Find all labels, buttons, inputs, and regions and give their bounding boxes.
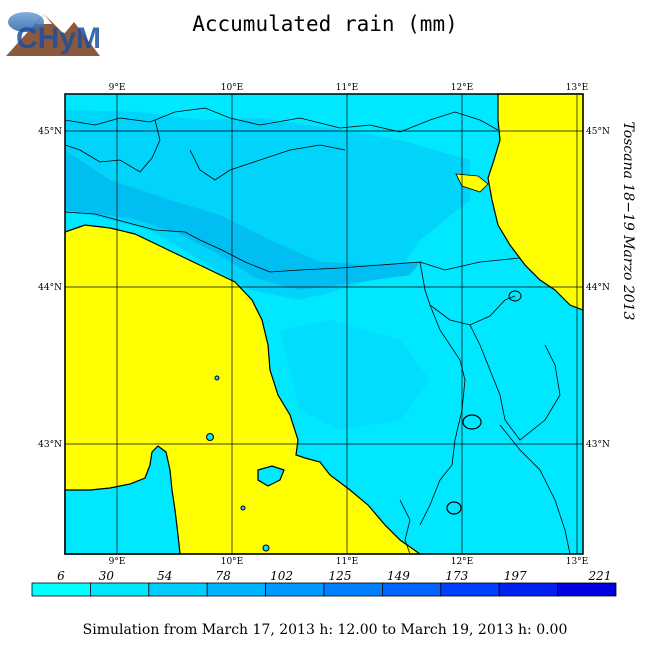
lon-tick-bottom: 13°E [566, 557, 589, 567]
lat-tick-left: 43°N [38, 440, 62, 450]
lat-tick-right: 43°N [586, 440, 610, 450]
rain-band-light [280, 320, 430, 430]
simulation-period: Simulation from March 17, 2013 h: 12.00 … [82, 622, 568, 638]
island-small-1 [206, 433, 214, 441]
lon-ticks-bottom: 9°E 10°E 11°E 12°E 13°E [109, 557, 589, 567]
lat-tick-left: 45°N [38, 127, 62, 137]
lon-tick-bottom: 10°E [221, 557, 244, 567]
region-date-label: Toscana 18−19 Marzo 2013 [620, 121, 636, 321]
lon-tick-bottom: 12°E [451, 557, 474, 567]
lon-tick-bottom: 9°E [109, 557, 126, 567]
elba-island [257, 465, 285, 487]
map-frame [64, 93, 584, 555]
lon-ticks-top: 9°E 10°E 11°E 12°E 13°E [109, 83, 589, 93]
island-small-2 [214, 375, 220, 381]
admin-boundaries [64, 107, 571, 555]
lake-trasimeno [462, 414, 482, 430]
lat-tick-right: 44°N [586, 283, 610, 293]
lon-tick-top: 13°E [566, 83, 589, 93]
rain-band-heavy [65, 150, 420, 290]
lon-tick-bottom: 11°E [336, 557, 359, 567]
sea-east [487, 93, 584, 311]
lat-tick-right: 45°N [586, 127, 610, 137]
lon-tick-top: 10°E [221, 83, 244, 93]
map-title: Accumulated rain (mm) [192, 12, 458, 36]
graticule [65, 94, 583, 554]
lat-ticks-left: 45°N 44°N 43°N [38, 127, 62, 450]
logo-lettering: CHyM [16, 22, 101, 55]
corsica-island [64, 445, 181, 555]
lat-tick-left: 44°N [38, 283, 62, 293]
chym-logo: CHyM [4, 4, 102, 58]
lon-tick-top: 9°E [109, 83, 126, 93]
lon-tick-top: 12°E [451, 83, 474, 93]
island-small-4 [262, 544, 270, 552]
lat-ticks-right: 45°N 44°N 43°N [586, 127, 610, 450]
lagoon-patch [455, 173, 489, 193]
island-small-3 [240, 505, 246, 511]
lake-bolsena [446, 501, 462, 515]
lon-tick-top: 11°E [336, 83, 359, 93]
rain-band-medium [65, 110, 470, 300]
